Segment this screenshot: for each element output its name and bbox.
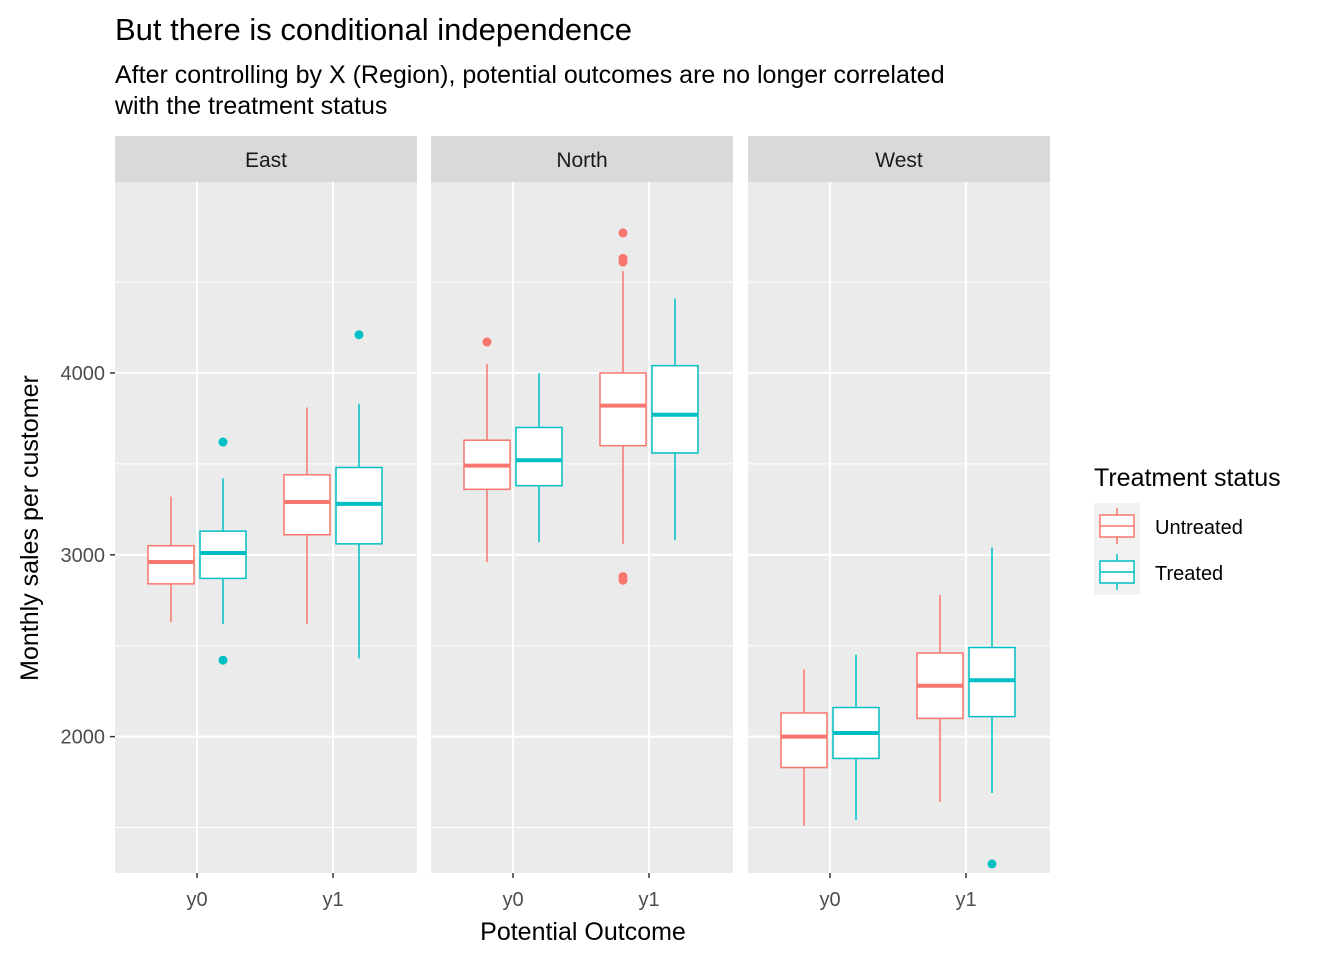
y-tick-label: 4000	[61, 363, 106, 385]
x-tick-label: y1	[638, 889, 659, 911]
y-tick-label: 3000	[61, 545, 106, 567]
x-tick-label: y1	[955, 889, 976, 911]
x-tick-label: y1	[322, 889, 343, 911]
facet-label: West	[875, 149, 923, 172]
legend-title: Treatment status	[1094, 464, 1281, 492]
outlier-point	[218, 437, 228, 447]
box	[283, 474, 331, 536]
y-tick-label: 2000	[61, 727, 106, 749]
x-axis-title: Potential Outcome	[480, 918, 686, 946]
facet-strip	[115, 136, 417, 182]
box	[651, 364, 699, 454]
legend-entry-label: Untreated	[1155, 517, 1243, 539]
y-axis-title: Monthly sales per customer	[16, 375, 44, 681]
facet-label: East	[245, 149, 287, 172]
outlier-point	[618, 228, 628, 238]
panel-background	[431, 182, 733, 873]
facet-strip	[748, 136, 1050, 182]
box	[147, 544, 195, 585]
box	[780, 712, 828, 769]
facet-label: North	[556, 149, 607, 172]
outlier-point	[218, 655, 228, 665]
outlier-point	[482, 337, 492, 347]
box	[515, 426, 563, 487]
outlier-point	[618, 575, 628, 585]
outlier-point	[987, 859, 997, 869]
panel-background	[748, 182, 1050, 873]
x-tick-label: y0	[502, 889, 523, 911]
legend-entry-label: Treated	[1155, 563, 1223, 585]
facet-strip	[431, 136, 733, 182]
chart-title: But there is conditional independence	[115, 12, 633, 47]
x-tick-label: y0	[819, 889, 840, 911]
outlier-point	[354, 330, 364, 340]
chart-subtitle: After controlling by X (Region), potenti…	[115, 61, 945, 120]
x-tick-label: y0	[186, 889, 207, 911]
outlier-point	[618, 257, 628, 267]
box	[599, 372, 647, 447]
